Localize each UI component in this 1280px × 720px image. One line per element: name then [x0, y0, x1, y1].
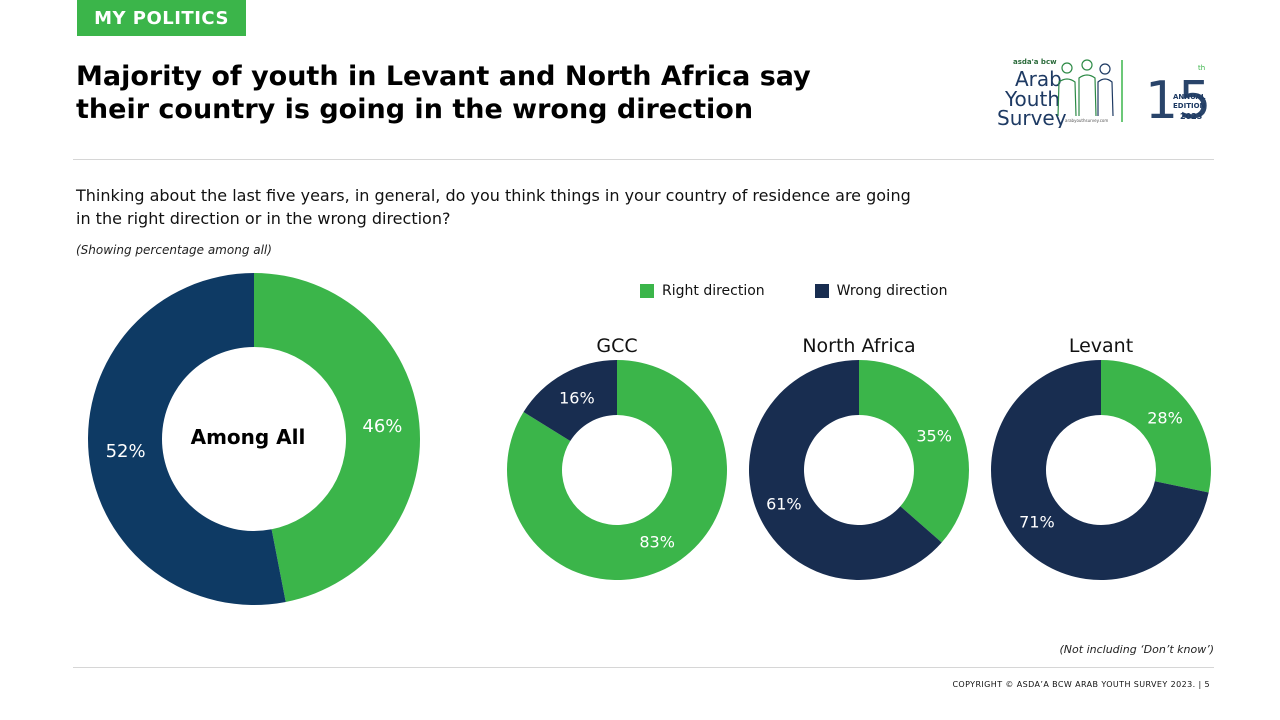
footer-divider — [73, 667, 1214, 668]
copyright: COPYRIGHT © ASDA’A BCW ARAB YOUTH SURVEY… — [952, 680, 1210, 689]
levant-title: Levant — [1069, 335, 1133, 357]
arab-youth-survey-logo: asda'a bcw Arab Youth Survey arabyouthsu… — [997, 58, 1211, 128]
survey-question: Thinking about the last five years, in g… — [76, 184, 956, 230]
page-title: Majority of youth in Levant and North Af… — [76, 60, 836, 126]
header-divider — [73, 159, 1214, 160]
survey-question-line-2: in the right direction or in the wrong d… — [76, 209, 451, 228]
logo-word-arab: Arab — [1015, 67, 1062, 91]
north-africa-label-right-direction: 35% — [916, 426, 952, 445]
legend-swatch-right — [640, 284, 654, 298]
legend-label-wrong: Wrong direction — [836, 283, 948, 299]
survey-question-line-1: Thinking about the last five years, in g… — [76, 186, 911, 205]
among-all-label-right-direction: 46% — [362, 416, 402, 437]
logo-brand-small: asda'a bcw — [1013, 58, 1057, 66]
among-all-slice-right-direction — [254, 273, 421, 602]
levant-slice-wrong-direction — [990, 360, 1209, 580]
gcc-title: GCC — [596, 335, 637, 357]
north-africa-title: North Africa — [802, 335, 915, 357]
footnote: (Not including ‘Don’t know’) — [1059, 643, 1214, 656]
legend-item-wrong: Wrong direction — [814, 283, 948, 299]
levant-label-wrong-direction: 71% — [1019, 513, 1055, 532]
page-title-line-1: Majority of youth in Levant and North Af… — [76, 61, 811, 92]
among-all-center-label: Among All — [191, 425, 306, 449]
among-all-label-wrong-direction: 52% — [106, 441, 146, 462]
among-all-slice-wrong-direction — [88, 273, 286, 605]
logo-edition-number: 15 — [1145, 71, 1211, 128]
logo-edition-line-2: EDITION — [1173, 102, 1206, 110]
section-tag: MY POLITICS — [77, 0, 246, 36]
gcc-slice-right-direction — [507, 360, 728, 580]
levant-label-right-direction: 28% — [1147, 408, 1183, 427]
north-africa-slice-right-direction — [859, 360, 969, 543]
logo-edition-year: 2023 — [1180, 112, 1202, 121]
legend-swatch-wrong — [814, 284, 829, 298]
gcc-label-wrong-direction: 16% — [559, 388, 595, 407]
gcc-label-right-direction: 83% — [639, 533, 675, 552]
logo-edition-line-1: ANNUAL — [1173, 93, 1206, 101]
gcc-slice-wrong-direction — [523, 360, 617, 442]
north-africa-slice-wrong-direction — [748, 359, 942, 580]
legend-label-right: Right direction — [662, 283, 765, 299]
chart-legend: Right direction Wrong direction — [640, 283, 997, 299]
base-note: (Showing percentage among all) — [76, 243, 272, 257]
north-africa-label-wrong-direction: 61% — [766, 495, 802, 514]
logo-edition-suffix: th — [1198, 64, 1205, 72]
logo-word-youth: Youth — [1004, 87, 1060, 111]
page-title-line-2: their country is going in the wrong dire… — [76, 94, 754, 125]
logo-word-survey: Survey — [997, 106, 1067, 128]
logo-people-illustration — [1057, 59, 1114, 117]
logo-url: arabyouthsurvey.com — [1065, 118, 1108, 123]
legend-item-right: Right direction — [640, 283, 765, 299]
levant-slice-right-direction — [1101, 360, 1211, 493]
